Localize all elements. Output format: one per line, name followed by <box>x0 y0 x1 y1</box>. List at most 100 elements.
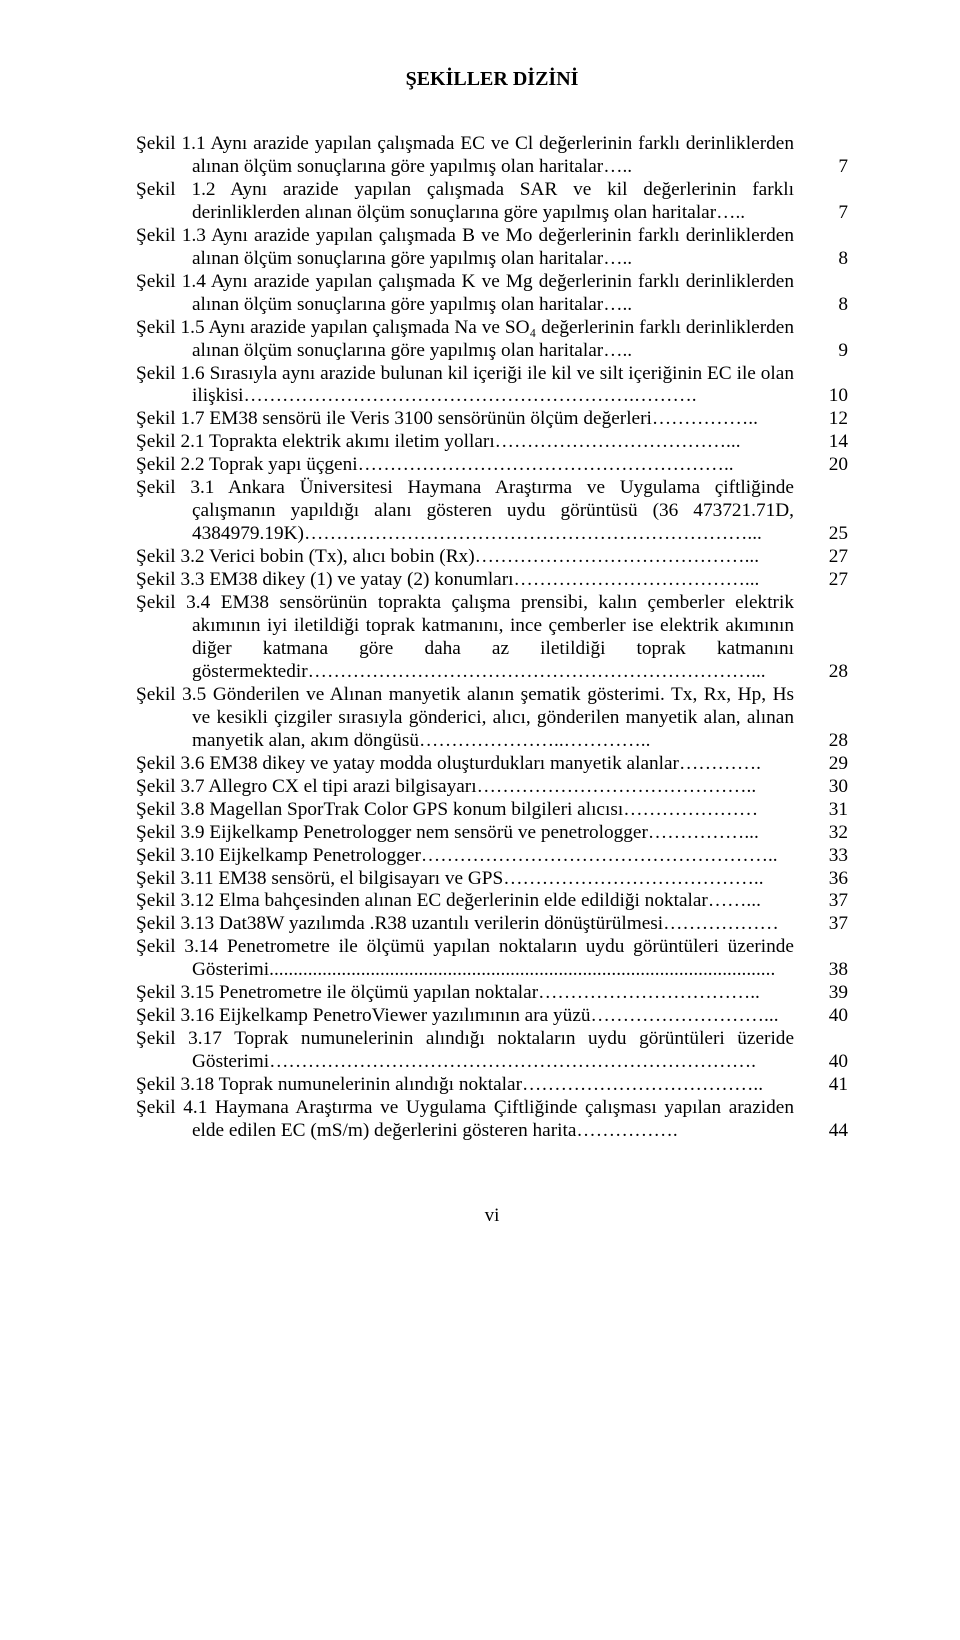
toc-entry-text: Şekil 3.6 EM38 dikey ve yatay modda oluş… <box>136 753 794 776</box>
toc-entry-leader: …………………………….. <box>538 982 760 1003</box>
toc-entry-page: 29 <box>794 753 848 776</box>
toc-entry-body: Haymana Araştırma ve Uygulama Çiftliğind… <box>192 1097 794 1141</box>
toc-entry-label: Şekil 1.7 <box>136 408 209 429</box>
toc-entry-text: Şekil 1.6 Sırasıyla aynı arazide bulunan… <box>136 363 794 409</box>
toc-entry-page: 7 <box>794 202 848 225</box>
toc-entry-leader: ……………………………………………………………... <box>304 523 762 544</box>
toc-entry-text: Şekil 3.18 Toprak numunelerinin alındığı… <box>136 1074 794 1097</box>
toc-entry: Şekil 3.12 Elma bahçesinden alınan EC de… <box>136 890 848 913</box>
toc-entry-label: Şekil 2.2 <box>136 454 209 475</box>
toc-entry-label: Şekil 1.5 <box>136 317 208 338</box>
toc-entry-page: 25 <box>794 523 848 546</box>
toc-entry-page: 14 <box>794 431 848 454</box>
toc-entry-leader: ….. <box>603 248 632 269</box>
toc-entry-leader: ……………... <box>648 822 759 843</box>
toc-entry-body: Elma bahçesinden alınan EC değerlerinin … <box>219 890 708 911</box>
toc-entry-page: 39 <box>794 982 848 1005</box>
toc-entry-page: 37 <box>794 890 848 913</box>
toc-entry-label: Şekil 4.1 <box>136 1097 215 1118</box>
page-title: ŞEKİLLER DİZİNİ <box>136 68 848 91</box>
toc-entry-leader: ………………………... <box>591 1005 779 1026</box>
toc-entry-leader: ……………………………………………….. <box>421 845 778 866</box>
table-of-contents: Şekil 1.1 Aynı arazide yapılan çalışmada… <box>136 133 848 1143</box>
toc-entry-body: EM38 dikey ve yatay modda oluşturdukları… <box>209 753 679 774</box>
toc-entry-body: EM38 sensörü ile Veris 3100 sensörünün ö… <box>209 408 652 429</box>
toc-entry-label: Şekil 3.4 <box>136 592 221 613</box>
toc-entry-page: 36 <box>794 868 848 891</box>
toc-entry-leader: ........................................… <box>269 959 775 980</box>
toc-entry-leader: …………………………………………………………………. <box>269 1051 756 1072</box>
toc-entry-text: Şekil 3.1 Ankara Üniversitesi Haymana Ar… <box>136 477 794 546</box>
toc-entry-label: Şekil 1.3 <box>136 225 211 246</box>
toc-entry-leader: ……………… <box>663 913 779 934</box>
toc-entry-page: 33 <box>794 845 848 868</box>
toc-entry-text: Şekil 1.3 Aynı arazide yapılan çalışmada… <box>136 225 794 271</box>
toc-entry-text: Şekil 1.5 Aynı arazide yapılan çalışmada… <box>136 317 794 363</box>
toc-entry-body: Dat38W yazılımda .R38 uzantılı verilerin… <box>219 913 663 934</box>
toc-entry-text: Şekil 3.5 Gönderilen ve Alınan manyetik … <box>136 684 794 753</box>
toc-entry-label: Şekil 3.10 <box>136 845 219 866</box>
toc-entry-body: Eijkelkamp Penetrologger <box>219 845 421 866</box>
toc-entry: Şekil 3.1 Ankara Üniversitesi Haymana Ar… <box>136 477 848 546</box>
toc-entry-label: Şekil 1.6 <box>136 363 210 384</box>
toc-entry-page: 30 <box>794 776 848 799</box>
toc-entry-label: Şekil 3.18 <box>136 1074 219 1095</box>
toc-entry-page: 27 <box>794 546 848 569</box>
toc-entry-text: Şekil 4.1 Haymana Araştırma ve Uygulama … <box>136 1097 794 1143</box>
toc-entry: Şekil 3.4 EM38 sensörünün toprakta çalış… <box>136 592 848 684</box>
toc-entry-page: 7 <box>794 156 848 179</box>
toc-entry: Şekil 3.14 Penetrometre ile ölçümü yapıl… <box>136 936 848 982</box>
toc-entry: Şekil 3.13 Dat38W yazılımda .R38 uzantıl… <box>136 913 848 936</box>
toc-entry-text: Şekil 3.15 Penetrometre ile ölçümü yapıl… <box>136 982 794 1005</box>
toc-entry-leader: ….. <box>603 156 632 177</box>
toc-entry-leader: ……………………………………………………………... <box>308 661 766 682</box>
toc-entry-leader: …………. <box>679 753 761 774</box>
toc-entry-leader: ………………………………... <box>495 431 741 452</box>
toc-entry-page: 41 <box>794 1074 848 1097</box>
toc-entry: Şekil 3.5 Gönderilen ve Alınan manyetik … <box>136 684 848 753</box>
toc-entry-leader: ….. <box>716 202 745 223</box>
toc-entry-leader: ……... <box>708 890 761 911</box>
toc-entry-text: Şekil 3.2 Verici bobin (Tx), alıcı bobin… <box>136 546 794 569</box>
toc-entry-body: Allegro CX el tipi arazi bilgisayarı <box>208 776 476 797</box>
toc-entry-leader: ……………………………….. <box>522 1074 763 1095</box>
toc-entry-text: Şekil 1.2 Aynı arazide yapılan çalışmada… <box>136 179 794 225</box>
toc-entry-text: Şekil 2.1 Toprakta elektrik akımı iletim… <box>136 431 794 454</box>
toc-entry-label: Şekil 1.4 <box>136 271 211 292</box>
toc-entry-body: EM38 dikey (1) ve yatay (2) konumları <box>209 569 513 590</box>
toc-entry-label: Şekil 2.1 <box>136 431 209 452</box>
toc-entry: Şekil 2.1 Toprakta elektrik akımı iletim… <box>136 431 848 454</box>
toc-entry-label: Şekil 3.3 <box>136 569 209 590</box>
toc-entry-text: Şekil 1.4 Aynı arazide yapılan çalışmada… <box>136 271 794 317</box>
toc-entry-leader: ….. <box>603 294 632 315</box>
toc-entry-page: 10 <box>794 385 848 408</box>
toc-entry: Şekil 3.18 Toprak numunelerinin alındığı… <box>136 1074 848 1097</box>
toc-entry-leader: …………….. <box>652 408 758 429</box>
document-page: ŞEKİLLER DİZİNİ Şekil 1.1 Aynı arazide y… <box>0 0 960 1287</box>
toc-entry-body: Eijkelkamp PenetroViewer yazılımının ara… <box>219 1005 590 1026</box>
toc-entry: Şekil 3.2 Verici bobin (Tx), alıcı bobin… <box>136 546 848 569</box>
toc-entry: Şekil 3.8 Magellan SporTrak Color GPS ko… <box>136 799 848 822</box>
toc-entry: Şekil 2.2 Toprak yapı üçgeni………………………………… <box>136 454 848 477</box>
toc-entry-leader: …………………..………….. <box>419 730 650 751</box>
toc-entry-page: 12 <box>794 408 848 431</box>
toc-entry-body: Eijkelkamp Penetrologger nem sensörü ve … <box>209 822 648 843</box>
toc-entry-leader: …………………………………………………….………. <box>243 385 696 406</box>
toc-entry-text: Şekil 3.14 Penetrometre ile ölçümü yapıl… <box>136 936 794 982</box>
toc-entry-page: 27 <box>794 569 848 592</box>
toc-entry-text: Şekil 3.7 Allegro CX el tipi arazi bilgi… <box>136 776 794 799</box>
toc-entry: Şekil 3.15 Penetrometre ile ölçümü yapıl… <box>136 982 848 1005</box>
toc-entry-leader: ………………………………... <box>514 569 760 590</box>
toc-entry-label: Şekil 3.2 <box>136 546 209 567</box>
toc-entry-body: Verici bobin (Tx), alıcı bobin (Rx) <box>209 546 475 567</box>
toc-entry-text: Şekil 3.12 Elma bahçesinden alınan EC de… <box>136 890 794 913</box>
toc-entry-label: Şekil 3.17 <box>136 1028 234 1049</box>
toc-entry-leader: ………………………………….. <box>503 868 763 889</box>
toc-entry: Şekil 1.6 Sırasıyla aynı arazide bulunan… <box>136 363 848 409</box>
toc-entry-page: 28 <box>794 661 848 684</box>
toc-entry: Şekil 3.17 Toprak numunelerinin alındığı… <box>136 1028 848 1074</box>
toc-entry-page: 40 <box>794 1051 848 1074</box>
toc-entry-text: Şekil 3.3 EM38 dikey (1) ve yatay (2) ko… <box>136 569 794 592</box>
toc-entry-body: Aynı arazide yapılan çalışmada Na ve SO₄… <box>192 317 794 361</box>
toc-entry-text: Şekil 2.2 Toprak yapı üçgeni………………………………… <box>136 454 794 477</box>
